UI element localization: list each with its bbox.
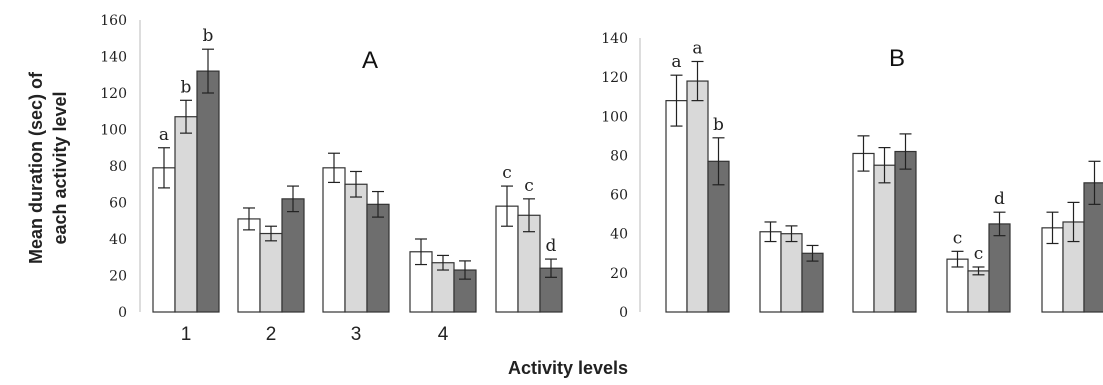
y-tick-label: 20 (109, 269, 127, 285)
bar (322, 167, 346, 313)
significance-letter: c (524, 176, 534, 196)
significance-letter: d (546, 236, 557, 256)
bar (686, 80, 709, 313)
x-axis-title: Activity levels (508, 358, 628, 378)
y-tick-label: 140 (100, 50, 127, 66)
significance-letters: a b b cc d (159, 26, 557, 256)
error-bar (180, 99, 192, 134)
y-tick-labels: 0 20 40 60 80 100 120 140 (601, 31, 628, 321)
error-bar (265, 225, 277, 242)
y-tick-label: 60 (610, 188, 628, 204)
y-tick-label: 0 (619, 305, 628, 321)
error-bar (899, 133, 912, 170)
bar (780, 233, 803, 313)
bars (665, 60, 1103, 313)
error-bar (951, 250, 964, 268)
category-label: 2 (266, 324, 277, 345)
panel-label: A (362, 47, 378, 74)
y-tick-label: 80 (109, 159, 127, 175)
error-bar (972, 266, 985, 276)
error-bar (437, 254, 449, 271)
bar (281, 198, 305, 313)
error-bar (158, 147, 170, 189)
bar (873, 164, 896, 313)
significance-letter: d (994, 189, 1005, 209)
error-bar (1067, 201, 1080, 243)
y-tick-label: 40 (610, 227, 628, 243)
significance-letter: a (671, 52, 681, 72)
y-tick-label: 100 (100, 123, 127, 139)
error-bar (785, 225, 798, 243)
error-bar (1088, 160, 1101, 205)
panel-a: 0 20 40 60 80 100 120 140 160 A 1 2 3 4 a b b cc d (100, 13, 563, 345)
significance-letter: a (692, 38, 702, 58)
error-bar (993, 211, 1006, 237)
bar (174, 116, 198, 313)
bar (1083, 182, 1103, 313)
bar (344, 183, 368, 313)
significance-letter: b (181, 77, 192, 97)
panel-b: 0 20 40 60 80 100 120 140 Baa b cc d (601, 31, 1103, 321)
error-bar (459, 260, 471, 280)
error-bar (202, 48, 214, 94)
significance-letter: c (974, 244, 984, 264)
bar (366, 203, 390, 313)
y-tick-label: 20 (610, 266, 628, 282)
error-bar (764, 221, 777, 243)
bar (152, 167, 176, 313)
y-tick-label: 0 (118, 305, 127, 321)
significance-letter: b (203, 26, 214, 46)
error-bar (878, 147, 891, 184)
bar (259, 232, 283, 313)
y-axis-title-line1: Mean duration (sec) of (26, 71, 46, 264)
y-tick-label: 60 (109, 196, 127, 212)
y-tick-labels: 0 20 40 60 80 100 120 140 160 (100, 13, 127, 321)
y-tick-label: 120 (601, 70, 628, 86)
error-bar (415, 238, 427, 266)
error-bar (243, 207, 255, 231)
bar (988, 223, 1011, 313)
bar (894, 150, 917, 313)
error-bar (691, 60, 704, 102)
y-tick-label: 40 (109, 232, 127, 248)
significance-letters: aa b cc d (671, 38, 1005, 264)
significance-letter: c (953, 228, 963, 248)
error-bar (328, 152, 340, 184)
bars (152, 48, 563, 313)
category-label: 3 (351, 324, 362, 345)
error-bar (1046, 211, 1059, 245)
category-label: 4 (438, 324, 449, 345)
bar (196, 70, 220, 313)
error-bar (670, 74, 683, 127)
panel-label: B (889, 45, 905, 72)
y-tick-label: 120 (100, 86, 127, 102)
y-tick-label: 160 (100, 13, 127, 29)
y-axis-title-line2: each activity level (50, 91, 70, 244)
significance-letter: a (159, 125, 169, 145)
error-bar (372, 190, 384, 218)
error-bar (712, 137, 725, 186)
significance-letter: b (713, 115, 724, 135)
error-bar (501, 185, 513, 227)
bar (852, 152, 875, 313)
error-bar (523, 198, 535, 233)
error-bar (350, 170, 362, 198)
category-label: 1 (181, 324, 192, 345)
bar (665, 100, 688, 313)
bar (237, 218, 261, 313)
error-bar (806, 244, 819, 262)
bar (759, 231, 782, 313)
y-tick-label: 140 (601, 31, 628, 47)
y-tick-label: 80 (610, 148, 628, 164)
bar (801, 252, 824, 313)
error-bar (287, 185, 299, 213)
y-axis-title: Mean duration (sec) of each activity lev… (26, 71, 70, 264)
y-tick-label: 100 (601, 109, 628, 125)
error-bar (857, 135, 870, 172)
significance-letter: c (502, 163, 512, 183)
error-bar (545, 258, 557, 278)
bar (967, 270, 990, 313)
